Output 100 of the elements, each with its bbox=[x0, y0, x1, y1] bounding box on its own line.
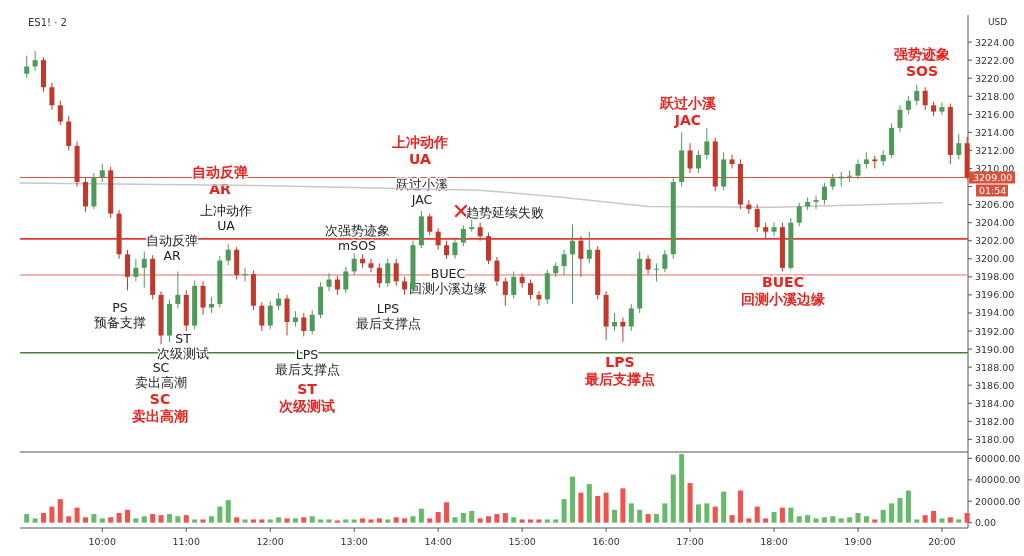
bar bbox=[334, 520, 340, 523]
y-tick-label: 3202.00 bbox=[975, 235, 1015, 247]
bar bbox=[158, 515, 164, 523]
bar bbox=[805, 515, 811, 523]
bar bbox=[360, 518, 366, 523]
bar bbox=[166, 514, 172, 523]
annotation: 强势迹象 SOS bbox=[894, 45, 950, 79]
y-tick-label: 20000.00 bbox=[975, 495, 1021, 507]
bar bbox=[208, 516, 214, 523]
y-tick-label: 3182.00 bbox=[975, 415, 1015, 427]
bar bbox=[704, 503, 710, 523]
bar bbox=[662, 503, 668, 523]
y-tick-label: 3224.00 bbox=[975, 36, 1015, 48]
bar bbox=[460, 513, 466, 523]
bar bbox=[653, 514, 659, 523]
y-tick-label: 3210.00 bbox=[975, 162, 1015, 174]
bar bbox=[569, 476, 576, 523]
bar bbox=[737, 490, 743, 523]
y-tick-label: 3216.00 bbox=[975, 108, 1015, 120]
bar bbox=[40, 513, 47, 523]
y-tick-label: 3192.00 bbox=[975, 325, 1015, 337]
bar bbox=[645, 514, 651, 523]
bar bbox=[133, 518, 139, 523]
x-tick-label: 17:00 bbox=[676, 536, 704, 547]
bar bbox=[872, 519, 878, 523]
bar bbox=[57, 499, 63, 523]
bar bbox=[292, 518, 298, 523]
bar bbox=[956, 519, 962, 523]
x-tick-label: 15:00 bbox=[508, 536, 536, 547]
bar bbox=[452, 517, 458, 523]
bar bbox=[494, 514, 500, 523]
bar bbox=[418, 508, 424, 523]
bar bbox=[435, 511, 441, 523]
bar bbox=[586, 484, 592, 523]
bar bbox=[939, 518, 945, 523]
bar bbox=[511, 517, 517, 523]
annotation: LPS 最后支撑点 bbox=[584, 353, 655, 387]
bar bbox=[721, 491, 727, 523]
bar bbox=[32, 518, 38, 523]
bar bbox=[897, 498, 903, 523]
bar bbox=[486, 516, 492, 523]
bar bbox=[116, 513, 122, 523]
y-tick-label: 60000.00 bbox=[975, 452, 1021, 464]
bar bbox=[250, 519, 256, 523]
bar bbox=[343, 519, 349, 523]
bar bbox=[150, 514, 156, 523]
x-tick-label: 12:00 bbox=[256, 536, 284, 547]
bar bbox=[192, 519, 198, 523]
bar bbox=[830, 516, 836, 523]
bar bbox=[99, 518, 105, 523]
annotation: 自动反弹 AR bbox=[192, 163, 248, 197]
x-tick-label: 10:00 bbox=[88, 536, 116, 547]
bar bbox=[821, 517, 827, 523]
y-tick-label: 3188.00 bbox=[975, 361, 1015, 373]
bar bbox=[544, 519, 550, 523]
annotation: PS 预备支撑 bbox=[94, 299, 146, 331]
bar bbox=[284, 518, 290, 523]
annotation: SC 卖出高潮 bbox=[132, 390, 188, 424]
bar bbox=[813, 518, 819, 523]
bar bbox=[124, 509, 130, 523]
y-tick-label: 3198.00 bbox=[975, 271, 1015, 283]
bar bbox=[402, 518, 408, 523]
x-tick-label: 19:00 bbox=[844, 536, 872, 547]
bar bbox=[24, 514, 30, 523]
annotation: 上冲动作 UA bbox=[391, 133, 448, 167]
x-tick-label: 13:00 bbox=[340, 536, 368, 547]
y-tick-label: 3222.00 bbox=[975, 54, 1015, 66]
bar bbox=[141, 516, 147, 523]
bar bbox=[796, 516, 802, 523]
bar bbox=[410, 516, 416, 523]
annotation: BUEC 回测小溪边缘 bbox=[741, 273, 825, 307]
bar bbox=[729, 515, 735, 523]
bar bbox=[74, 507, 80, 523]
bar bbox=[628, 503, 634, 523]
bar bbox=[385, 519, 391, 523]
bar bbox=[889, 503, 895, 523]
bar bbox=[108, 517, 114, 523]
bar bbox=[746, 518, 752, 523]
bar bbox=[964, 513, 970, 523]
bar bbox=[847, 517, 853, 523]
bar bbox=[863, 516, 869, 523]
y-tick-label: 3186.00 bbox=[975, 379, 1015, 391]
bar bbox=[905, 490, 911, 523]
bar bbox=[712, 506, 718, 523]
bar bbox=[914, 519, 920, 523]
bar bbox=[838, 518, 844, 523]
y-tick-label: 3184.00 bbox=[975, 397, 1015, 409]
bar bbox=[763, 518, 769, 523]
bar bbox=[234, 517, 240, 523]
y-tick-label: 3180.00 bbox=[975, 433, 1015, 445]
bar bbox=[561, 499, 567, 523]
bar bbox=[536, 519, 542, 523]
y-tick-label: 3194.00 bbox=[975, 307, 1015, 319]
chart-title: ES1! · 2 bbox=[28, 17, 67, 28]
bar bbox=[175, 516, 181, 523]
bar bbox=[502, 513, 508, 523]
bar bbox=[259, 519, 265, 523]
y-tick-label: 3206.00 bbox=[975, 199, 1015, 211]
x-tick-label: 14:00 bbox=[424, 536, 452, 547]
annotation: SC 卖出高潮 bbox=[135, 359, 187, 391]
